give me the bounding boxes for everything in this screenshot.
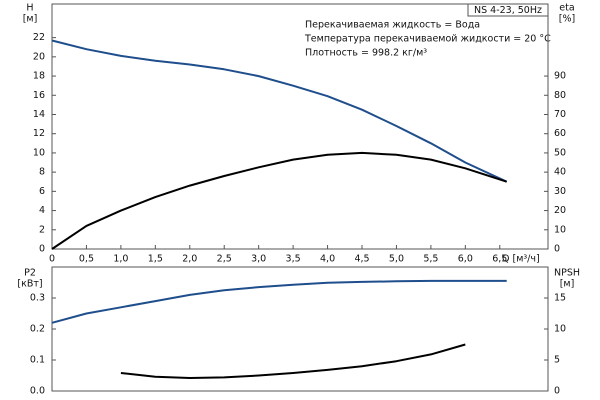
y2-tick-label: 5	[554, 355, 560, 366]
x-tick-label: 4,5	[354, 254, 369, 265]
y2-axis-label: eta	[559, 3, 574, 14]
y-tick-label: 0.3	[30, 293, 45, 304]
y2-tick-label: 15	[554, 293, 566, 304]
x-tick-label: 5,5	[423, 254, 438, 265]
x-tick-label: 6,0	[458, 254, 473, 265]
x-tick-label: 3,0	[251, 254, 266, 265]
y2-axis-unit: [м]	[560, 279, 575, 290]
y-tick-label: 6	[39, 186, 45, 197]
y2-tick-label: 10	[554, 324, 566, 335]
x-tick-label: 3,5	[286, 254, 301, 265]
x-tick-label: 0	[49, 254, 55, 265]
y-tick-label: 18	[33, 71, 45, 82]
y-axis-unit: [м]	[23, 14, 38, 25]
y-tick-label: 20	[33, 51, 45, 62]
x-tick-label: 1,0	[113, 254, 128, 265]
y2-tick-label: 80	[554, 90, 566, 101]
x-tick-label: 0,5	[79, 254, 94, 265]
y-axis-unit: [кВт]	[17, 279, 42, 290]
y-tick-label: 16	[33, 90, 45, 101]
y-tick-label: 22	[33, 32, 45, 43]
y-tick-label: 4	[39, 205, 45, 216]
y2-tick-label: 90	[554, 71, 566, 82]
y-axis-label: H	[26, 3, 33, 14]
y-tick-label: 14	[33, 109, 45, 120]
y-tick-label: 0	[39, 244, 45, 255]
y2-tick-label: 0	[554, 386, 560, 397]
curve-p2	[51, 279, 507, 324]
y-tick-label: 12	[33, 128, 45, 139]
curve-eta	[51, 151, 508, 250]
x-tick-label: 6,5	[492, 254, 507, 265]
x-tick-label: 5,0	[389, 254, 404, 265]
x-tick-label: 2,5	[217, 254, 232, 265]
y2-axis-label: NPSH	[554, 268, 580, 279]
x-tick-label: 2,0	[182, 254, 197, 265]
y-tick-label: 8	[39, 167, 45, 178]
x-tick-label: 4,0	[320, 254, 335, 265]
y2-tick-label: 70	[554, 109, 566, 120]
y2-tick-label: 0	[554, 244, 560, 255]
y2-tick-label: 50	[554, 147, 566, 158]
y2-tick-label: 30	[554, 186, 566, 197]
curve-npsh	[120, 343, 466, 379]
annotation: NS 4-23, 50Hz	[474, 5, 542, 16]
y2-axis-unit: [%]	[559, 14, 575, 25]
plot-frame	[51, 3, 549, 250]
note: Перекачиваемая жидкость = Вода	[305, 20, 480, 31]
y-tick-label: 0.1	[30, 355, 45, 366]
note: Температура перекачиваемой жидкости = 20…	[304, 34, 551, 45]
y-tick-label: 0.2	[30, 324, 45, 335]
y2-tick-label: 60	[554, 128, 566, 139]
y-axis-label: P2	[24, 268, 36, 279]
y-tick-label: 10	[33, 147, 45, 158]
y2-tick-label: 10	[554, 224, 566, 235]
y-tick-label: 0.0	[30, 386, 45, 397]
x-tick-label: 1,5	[148, 254, 163, 265]
note: Плотность = 998.2 кг/м³	[305, 48, 427, 59]
curve-h	[51, 39, 508, 183]
y-tick-label: 2	[39, 224, 45, 235]
x-axis-label: Q [м³/ч]	[502, 254, 540, 265]
y2-tick-label: 20	[554, 205, 566, 216]
y2-tick-label: 40	[554, 167, 566, 178]
